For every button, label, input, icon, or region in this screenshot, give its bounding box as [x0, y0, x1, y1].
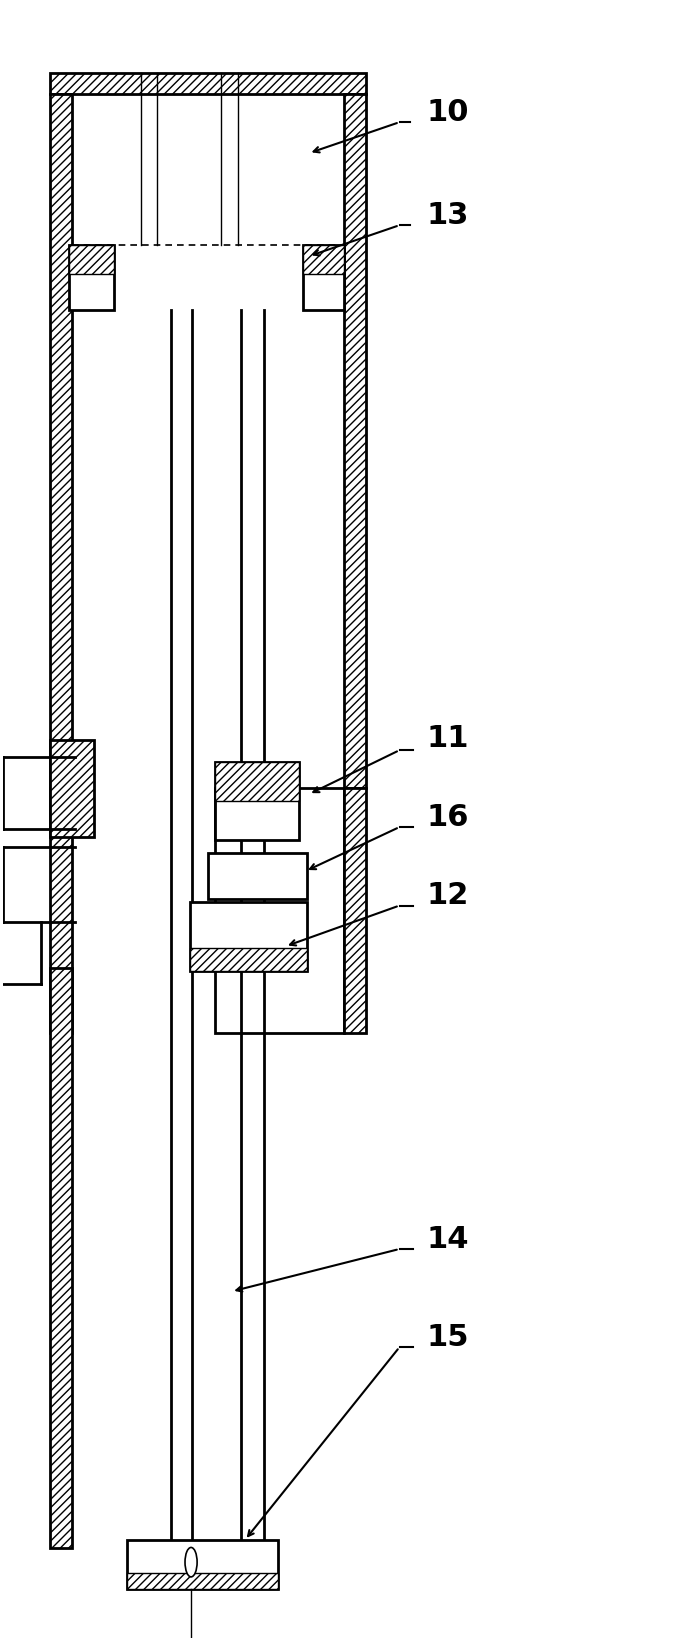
Bar — [50, 740, 94, 837]
Text: 14: 14 — [426, 1224, 469, 1254]
Text: 15: 15 — [426, 1323, 469, 1352]
Bar — [50, 74, 366, 95]
Bar — [68, 245, 115, 310]
Bar — [344, 788, 366, 1034]
Text: 16: 16 — [426, 802, 469, 832]
Text: 13: 13 — [426, 200, 468, 230]
Circle shape — [185, 1547, 197, 1577]
Bar — [215, 761, 298, 840]
Bar — [68, 245, 115, 274]
Text: 10: 10 — [426, 98, 469, 126]
Bar — [127, 1541, 279, 1588]
Bar — [303, 245, 344, 310]
Bar — [215, 761, 298, 801]
Bar — [50, 968, 72, 1547]
Bar — [50, 788, 72, 1034]
Bar — [303, 245, 344, 274]
Bar — [215, 788, 344, 1034]
Bar — [344, 95, 366, 788]
Bar — [190, 948, 307, 971]
Bar — [127, 1572, 279, 1588]
Bar — [208, 853, 307, 899]
Bar — [190, 903, 307, 971]
Text: 12: 12 — [426, 881, 468, 911]
Bar — [50, 95, 72, 788]
Text: 11: 11 — [426, 724, 469, 753]
